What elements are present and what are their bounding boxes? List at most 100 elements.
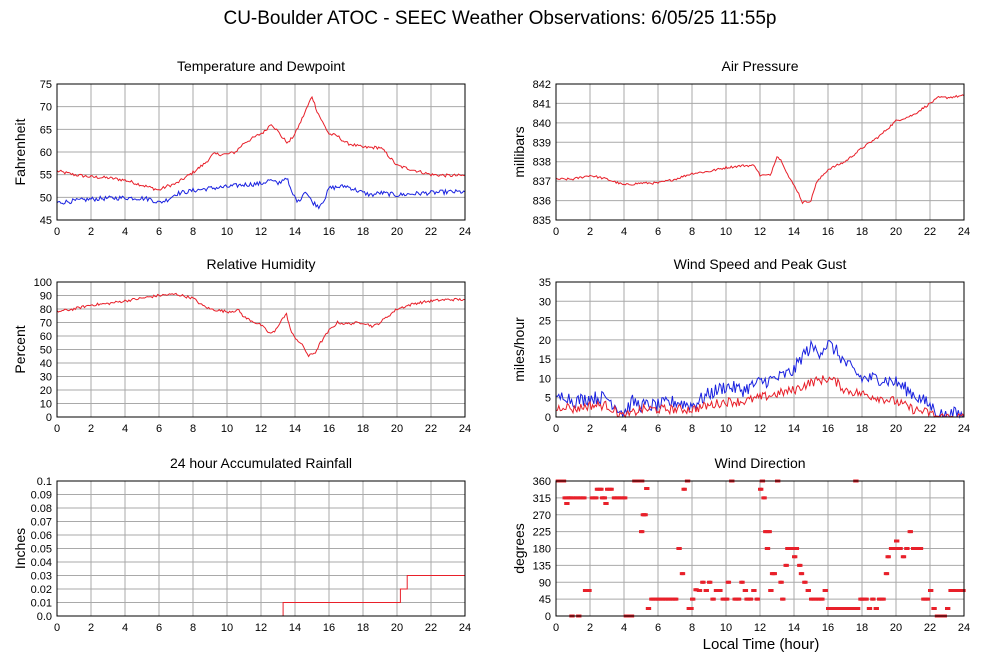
x-tick-label: 12 [255,226,267,238]
y-tick-label: 10 [40,399,52,411]
x-tick-label: 16 [323,622,335,634]
x-tick-label: 2 [88,423,94,435]
data-point [623,496,628,500]
y-tick-label: 0.05 [31,544,52,556]
x-tick-label: 16 [822,622,834,634]
y-axis-label: miles/hour [511,317,527,382]
data-point [744,589,749,592]
y-axis-label: degrees [511,523,527,574]
data-point [769,589,774,592]
y-axis-label: millibars [511,126,527,177]
data-point [932,607,937,610]
data-point [837,607,842,610]
data-point [764,530,769,534]
data-point [874,607,879,610]
data-point [890,547,895,550]
data-point [568,496,573,500]
y-tick-label: 0.03 [31,571,52,583]
y-tick-label: 30 [40,372,52,384]
x-tick-label: 10 [720,226,732,238]
x-tick-label: 6 [655,226,661,238]
data-point [806,589,811,592]
y-tick-label: 0.09 [31,490,52,502]
x-tick-label: 0 [553,622,559,634]
x-tick-label: 20 [391,423,403,435]
plot-frame [56,480,466,617]
y-tick-label: 835 [533,215,551,227]
y-tick-label: 80 [40,304,52,316]
x-tick-label: 4 [621,423,627,435]
x-tick-label: 10 [720,622,732,634]
y-tick-label: 70 [40,102,52,114]
chart-title: Temperature and Dewpoint [177,58,345,74]
data-point [789,547,794,550]
x-tick-label: 6 [156,226,162,238]
y-tick-label: 75 [40,79,52,91]
y-tick-label: 90 [539,577,551,589]
y-tick-label: 90 [40,291,52,303]
data-point [830,607,835,610]
y-axis-label: Inches [12,528,28,569]
y-tick-label: 25 [539,316,551,328]
data-point [946,607,951,610]
data-point [798,563,803,567]
x-tick-label: 20 [890,423,902,435]
x-tick-label: 16 [323,226,335,238]
x-tick-label: 16 [822,226,834,238]
x-tick-label: 14 [289,622,301,634]
data-point [733,597,738,601]
data-point [871,597,876,601]
x-tick-label: 2 [587,622,593,634]
data-point [779,580,784,584]
data-point [851,607,856,610]
data-point [596,487,601,491]
x-tick-label: 4 [621,622,627,634]
x-tick-label: 20 [391,622,403,634]
series-line [56,95,466,191]
y-tick-label: 842 [533,79,551,91]
chart-title: Wind Direction [714,455,805,471]
data-point [908,530,913,534]
y-tick-label: 0.02 [31,584,52,596]
data-point [745,597,750,601]
data-point [749,597,754,601]
data-point [919,547,924,550]
data-point [674,597,679,601]
data-point [701,580,706,584]
series-line [56,177,466,210]
x-tick-label: 4 [122,226,128,238]
x-tick-label: 4 [122,423,128,435]
x-tick-label: 22 [924,423,936,435]
data-point [708,580,713,584]
data-point [691,597,696,601]
x-tick-label: 0 [54,622,60,634]
x-tick-label: 22 [924,622,936,634]
x-tick-label: 10 [221,622,233,634]
x-tick-label: 0 [54,423,60,435]
x-tick-label: 2 [587,226,593,238]
data-point [786,547,791,550]
x-tick-label: 12 [255,622,267,634]
x-tick-label: 22 [425,622,437,634]
x-tick-label: 20 [391,226,403,238]
series-line [56,292,466,358]
data-point [886,555,891,559]
y-tick-label: 15 [539,354,551,366]
series-line [57,575,465,617]
data-point [599,487,604,491]
x-tick-label: 6 [655,622,661,634]
data-point [647,607,652,610]
y-tick-label: 65 [40,124,52,136]
y-tick-label: 5 [545,393,551,405]
x-tick-label: 14 [289,226,301,238]
data-point [565,502,570,505]
data-point [767,530,772,534]
data-point [650,597,655,601]
data-point [694,588,699,592]
data-point [698,589,703,592]
x-tick-label: 10 [221,423,233,435]
x-tick-label: 6 [156,423,162,435]
x-tick-label: 10 [221,226,233,238]
